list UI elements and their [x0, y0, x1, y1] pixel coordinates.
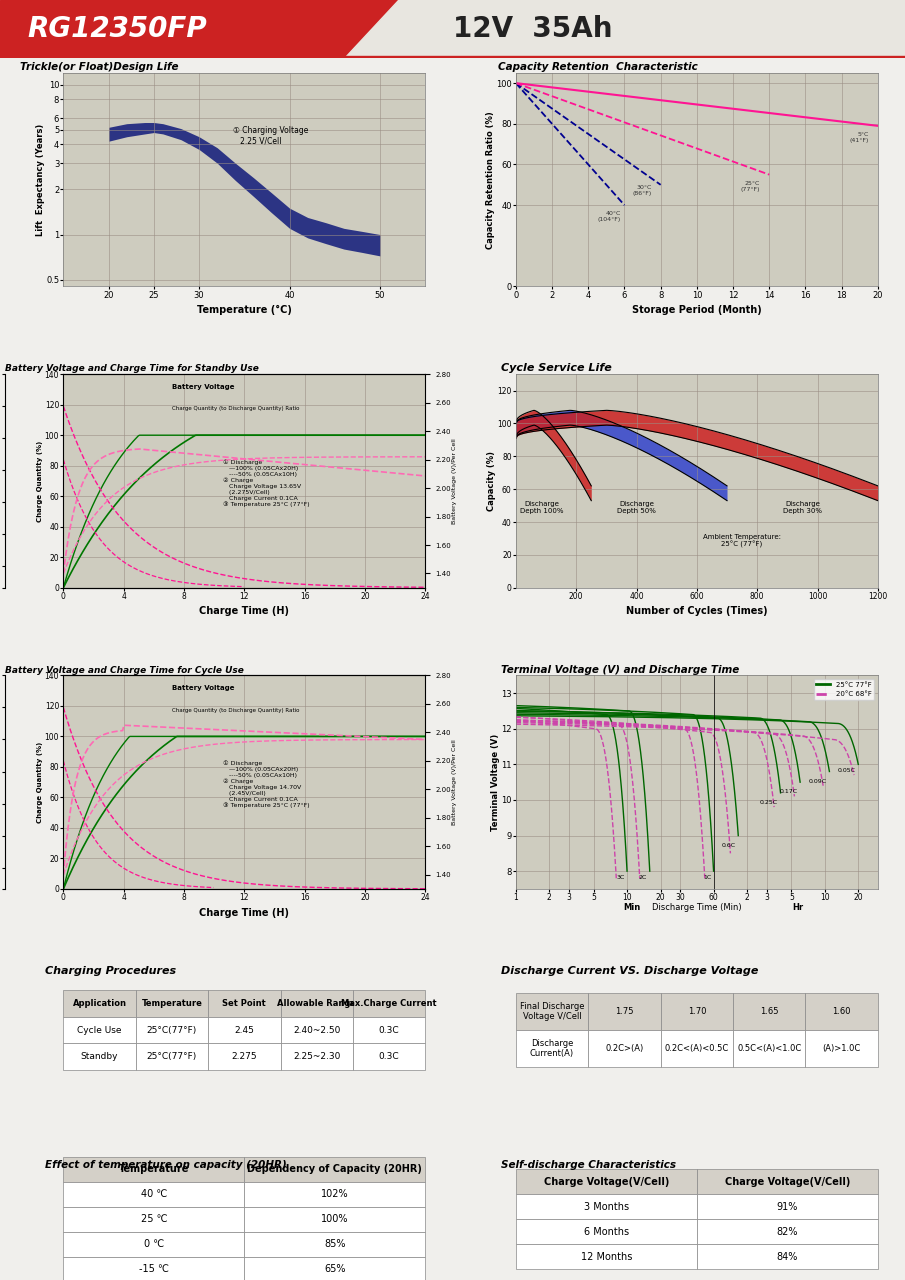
Text: 12V  35Ah: 12V 35Ah	[452, 15, 612, 42]
Text: Min: Min	[623, 904, 641, 913]
Text: Hr: Hr	[793, 904, 804, 913]
Y-axis label: Battery Voltage (V)/Per Cell: Battery Voltage (V)/Per Cell	[452, 438, 457, 524]
Text: 3C: 3C	[616, 874, 624, 879]
Text: Charging Procedures: Charging Procedures	[45, 966, 176, 975]
Text: Ambient Temperature:
25°C (77°F): Ambient Temperature: 25°C (77°F)	[703, 534, 781, 548]
Text: Charge Quantity (to Discharge Quantity) Ratio: Charge Quantity (to Discharge Quantity) …	[172, 708, 300, 713]
Text: Discharge Current VS. Discharge Voltage: Discharge Current VS. Discharge Voltage	[501, 966, 758, 975]
Legend: 25°C 77°F, 20°C 68°F: 25°C 77°F, 20°C 68°F	[814, 678, 874, 700]
Y-axis label: Lift  Expectancy (Years): Lift Expectancy (Years)	[35, 124, 44, 236]
Text: Cycle Service Life: Cycle Service Life	[501, 364, 612, 374]
Text: ① Discharge
   —100% (0.05CAx20H)
   ----50% (0.05CAx10H)
② Charge
   Charge Vol: ① Discharge —100% (0.05CAx20H) ----50% (…	[223, 760, 310, 809]
Text: Trickle(or Float)Design Life: Trickle(or Float)Design Life	[20, 63, 178, 72]
Text: ① Discharge
   —100% (0.05CAx20H)
   ----50% (0.05CAx10H)
② Charge
   Charge Vol: ① Discharge —100% (0.05CAx20H) ----50% (…	[223, 460, 310, 507]
Text: 0.09C: 0.09C	[809, 778, 827, 783]
Y-axis label: Battery Voltage (V)/Per Cell: Battery Voltage (V)/Per Cell	[452, 740, 457, 826]
Text: Effect of temperature on capacity (20HR): Effect of temperature on capacity (20HR)	[45, 1161, 287, 1170]
X-axis label: Charge Time (H): Charge Time (H)	[199, 607, 290, 617]
Y-axis label: Capacity (%): Capacity (%)	[487, 451, 496, 511]
X-axis label: Storage Period (Month): Storage Period (Month)	[632, 305, 762, 315]
X-axis label: Charge Time (H): Charge Time (H)	[199, 908, 290, 918]
Y-axis label: Terminal Voltage (V): Terminal Voltage (V)	[491, 733, 500, 831]
Polygon shape	[344, 0, 905, 58]
Text: Charge Quantity (to Discharge Quantity) Ratio: Charge Quantity (to Discharge Quantity) …	[172, 407, 300, 411]
Text: Discharge
Depth 30%: Discharge Depth 30%	[783, 500, 822, 513]
Text: 0.6C: 0.6C	[721, 842, 736, 847]
Text: 30°C
(86°F): 30°C (86°F)	[633, 184, 652, 196]
Text: Discharge
Depth 100%: Discharge Depth 100%	[519, 500, 563, 513]
Text: ① Charging Voltage
   2.25 V/Cell: ① Charging Voltage 2.25 V/Cell	[233, 127, 309, 146]
Text: 0.17C: 0.17C	[779, 790, 797, 795]
Bar	[0, 56, 905, 74]
Text: 25°C
(77°F): 25°C (77°F)	[740, 180, 760, 192]
Text: Battery Voltage and Charge Time for Cycle Use: Battery Voltage and Charge Time for Cycl…	[5, 666, 244, 675]
Text: Terminal Voltage (V) and Discharge Time: Terminal Voltage (V) and Discharge Time	[501, 664, 739, 675]
X-axis label: Temperature (°C): Temperature (°C)	[197, 305, 291, 315]
Y-axis label: Charge Quantity (%): Charge Quantity (%)	[37, 440, 43, 521]
Text: RG12350FP: RG12350FP	[27, 15, 207, 42]
Y-axis label: Charge Quantity (%): Charge Quantity (%)	[37, 741, 43, 823]
Text: Discharge
Depth 50%: Discharge Depth 50%	[617, 500, 656, 513]
Text: Battery Voltage and Charge Time for Standby Use: Battery Voltage and Charge Time for Stan…	[5, 365, 260, 374]
Text: Self-discharge Characteristics: Self-discharge Characteristics	[501, 1161, 676, 1170]
Text: 0.25C: 0.25C	[760, 800, 778, 805]
Text: Discharge Time (Min): Discharge Time (Min)	[652, 904, 742, 913]
Text: 40°C
(104°F): 40°C (104°F)	[597, 211, 621, 221]
Text: 0.05C: 0.05C	[838, 768, 856, 773]
Text: Battery Voltage: Battery Voltage	[172, 384, 234, 390]
Text: 5°C
(41°F): 5°C (41°F)	[850, 132, 869, 143]
Y-axis label: Capacity Retention Ratio (%): Capacity Retention Ratio (%)	[486, 111, 494, 248]
Text: 2C: 2C	[639, 874, 647, 879]
Text: 1C: 1C	[703, 874, 711, 879]
Text: Battery Voltage: Battery Voltage	[172, 685, 234, 691]
X-axis label: Number of Cycles (Times): Number of Cycles (Times)	[626, 607, 767, 617]
Text: Capacity Retention  Characteristic: Capacity Retention Characteristic	[498, 63, 698, 72]
